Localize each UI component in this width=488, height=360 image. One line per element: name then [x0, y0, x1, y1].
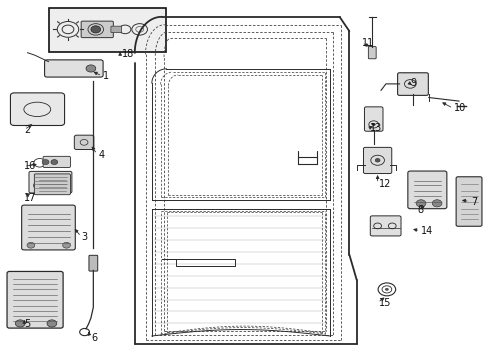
FancyBboxPatch shape [74, 135, 94, 149]
Circle shape [371, 123, 375, 126]
Circle shape [415, 200, 425, 207]
Circle shape [27, 242, 35, 248]
Text: 17: 17 [24, 193, 37, 203]
Circle shape [15, 320, 25, 327]
Text: 7: 7 [470, 197, 476, 207]
Text: 18: 18 [122, 49, 134, 59]
FancyBboxPatch shape [34, 174, 70, 195]
Circle shape [33, 183, 41, 188]
Text: 11: 11 [361, 38, 373, 48]
Text: 9: 9 [409, 78, 416, 88]
Circle shape [431, 200, 441, 207]
Text: 14: 14 [420, 226, 432, 236]
FancyBboxPatch shape [397, 73, 427, 95]
Text: 6: 6 [91, 333, 97, 343]
FancyBboxPatch shape [7, 271, 63, 328]
Text: 16: 16 [24, 161, 36, 171]
Circle shape [86, 65, 96, 72]
FancyBboxPatch shape [363, 147, 391, 174]
FancyBboxPatch shape [43, 156, 70, 167]
Text: 1: 1 [103, 71, 109, 81]
FancyBboxPatch shape [81, 21, 113, 38]
Circle shape [91, 26, 101, 33]
FancyBboxPatch shape [364, 107, 382, 131]
Text: 2: 2 [24, 125, 30, 135]
Circle shape [47, 320, 57, 327]
Text: 3: 3 [81, 232, 87, 242]
Circle shape [51, 159, 58, 165]
Circle shape [384, 288, 388, 291]
FancyBboxPatch shape [455, 177, 481, 226]
Text: 8: 8 [417, 206, 423, 216]
FancyBboxPatch shape [89, 255, 98, 271]
FancyBboxPatch shape [367, 46, 375, 59]
FancyBboxPatch shape [369, 216, 400, 236]
Text: 10: 10 [453, 103, 466, 113]
Circle shape [42, 159, 49, 165]
Text: 13: 13 [369, 123, 382, 133]
FancyBboxPatch shape [10, 93, 64, 126]
FancyBboxPatch shape [44, 60, 103, 77]
Text: 5: 5 [24, 319, 30, 329]
FancyBboxPatch shape [29, 171, 72, 193]
Text: 12: 12 [378, 179, 390, 189]
Bar [49, 8, 166, 51]
Circle shape [62, 242, 70, 248]
Text: 15: 15 [378, 298, 390, 308]
FancyBboxPatch shape [21, 205, 75, 250]
Text: 4: 4 [98, 150, 104, 160]
FancyBboxPatch shape [407, 171, 446, 209]
Circle shape [374, 158, 379, 162]
FancyBboxPatch shape [111, 26, 122, 33]
